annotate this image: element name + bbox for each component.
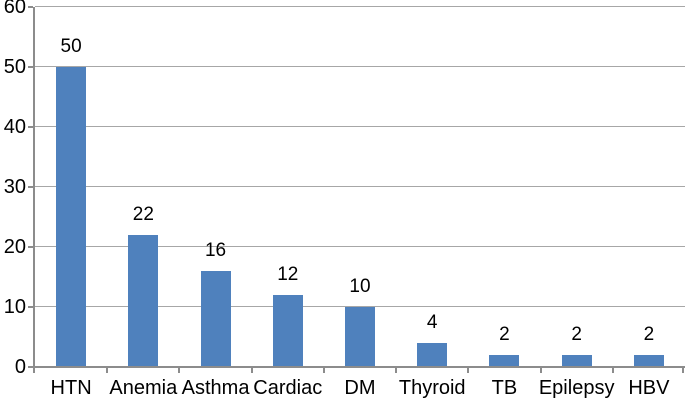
bar-asthma — [200, 271, 231, 367]
x-axis-line — [35, 366, 685, 368]
data-label: 2 — [499, 324, 510, 345]
y-tick-label: 30 — [3, 176, 26, 198]
y-axis-tick — [28, 66, 33, 68]
y-tick-label: 50 — [3, 56, 26, 78]
y-axis-tick — [28, 6, 33, 8]
x-tick-label: DM — [344, 377, 376, 399]
data-label: 16 — [204, 240, 227, 261]
y-axis-tick — [28, 246, 33, 248]
bar-htn — [56, 67, 87, 367]
x-tick-label: Asthma — [181, 377, 250, 399]
x-tick-label: TB — [491, 377, 518, 399]
y-axis-line — [33, 7, 35, 373]
bar-epilepsy — [561, 355, 592, 367]
data-label: 4 — [426, 312, 438, 333]
y-tick-label: 40 — [3, 116, 26, 138]
x-axis-tick — [467, 367, 470, 373]
x-tick-label: HTN — [50, 377, 92, 399]
x-axis-tick — [322, 367, 325, 373]
data-label: 50 — [60, 36, 82, 57]
x-tick-label: Epilepsy — [538, 377, 615, 399]
gridline — [35, 306, 685, 307]
bar-anemia — [128, 235, 159, 367]
x-axis-tick — [539, 367, 542, 373]
y-axis-tick — [28, 126, 33, 128]
x-axis-tick — [106, 367, 109, 373]
y-axis-tick — [28, 366, 33, 368]
x-tick-label: Thyroid — [398, 377, 466, 399]
y-axis-tick — [28, 306, 33, 308]
gridline — [35, 126, 685, 127]
x-axis-tick — [395, 367, 398, 373]
gridline — [35, 66, 685, 67]
y-tick-label: 10 — [3, 296, 26, 318]
y-tick-label: 60 — [3, 0, 26, 18]
x-tick-label: HBV — [628, 377, 670, 399]
data-label: 2 — [643, 324, 655, 345]
y-axis-tick — [28, 186, 33, 188]
x-axis-tick — [682, 367, 684, 373]
data-label: 12 — [277, 264, 299, 285]
bar-hbv — [633, 355, 664, 367]
y-tick-label: 0 — [14, 356, 26, 378]
x-axis-tick — [250, 367, 253, 373]
bar-cardiac — [272, 295, 303, 367]
data-label: 22 — [132, 204, 154, 225]
gridline — [35, 186, 685, 187]
gridline — [35, 246, 685, 247]
data-label: 10 — [349, 276, 371, 297]
bar-thyroid — [417, 343, 448, 367]
x-axis-tick — [611, 367, 614, 373]
bar-tb — [489, 355, 520, 367]
x-tick-label: Anemia — [109, 377, 178, 399]
y-tick-label: 20 — [3, 236, 26, 258]
bar-dm — [345, 307, 375, 367]
x-tick-label: Cardiac — [253, 377, 323, 399]
x-axis-tick — [178, 367, 181, 373]
data-label: 2 — [571, 324, 582, 345]
gridline — [35, 6, 685, 7]
